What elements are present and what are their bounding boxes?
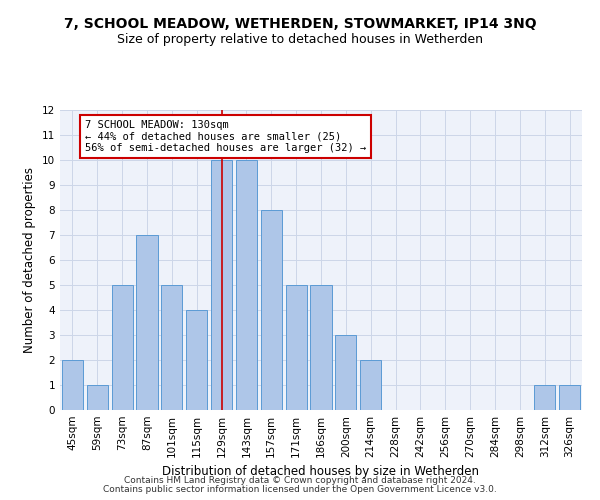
Bar: [559, 385, 580, 410]
Bar: [261, 210, 282, 410]
Bar: [136, 235, 158, 410]
Text: 7, SCHOOL MEADOW, WETHERDEN, STOWMARKET, IP14 3NQ: 7, SCHOOL MEADOW, WETHERDEN, STOWMARKET,…: [64, 18, 536, 32]
Text: 7 SCHOOL MEADOW: 130sqm
← 44% of detached houses are smaller (25)
56% of semi-de: 7 SCHOOL MEADOW: 130sqm ← 44% of detache…: [85, 120, 366, 153]
Bar: [360, 360, 381, 410]
Text: Contains public sector information licensed under the Open Government Licence v3: Contains public sector information licen…: [103, 485, 497, 494]
Bar: [87, 385, 108, 410]
Bar: [112, 285, 133, 410]
Bar: [161, 285, 182, 410]
Bar: [211, 160, 232, 410]
Bar: [534, 385, 555, 410]
Y-axis label: Number of detached properties: Number of detached properties: [23, 167, 37, 353]
Text: Size of property relative to detached houses in Wetherden: Size of property relative to detached ho…: [117, 32, 483, 46]
Bar: [186, 310, 207, 410]
X-axis label: Distribution of detached houses by size in Wetherden: Distribution of detached houses by size …: [163, 466, 479, 478]
Bar: [62, 360, 83, 410]
Bar: [236, 160, 257, 410]
Bar: [335, 335, 356, 410]
Text: Contains HM Land Registry data © Crown copyright and database right 2024.: Contains HM Land Registry data © Crown c…: [124, 476, 476, 485]
Bar: [310, 285, 332, 410]
Bar: [286, 285, 307, 410]
